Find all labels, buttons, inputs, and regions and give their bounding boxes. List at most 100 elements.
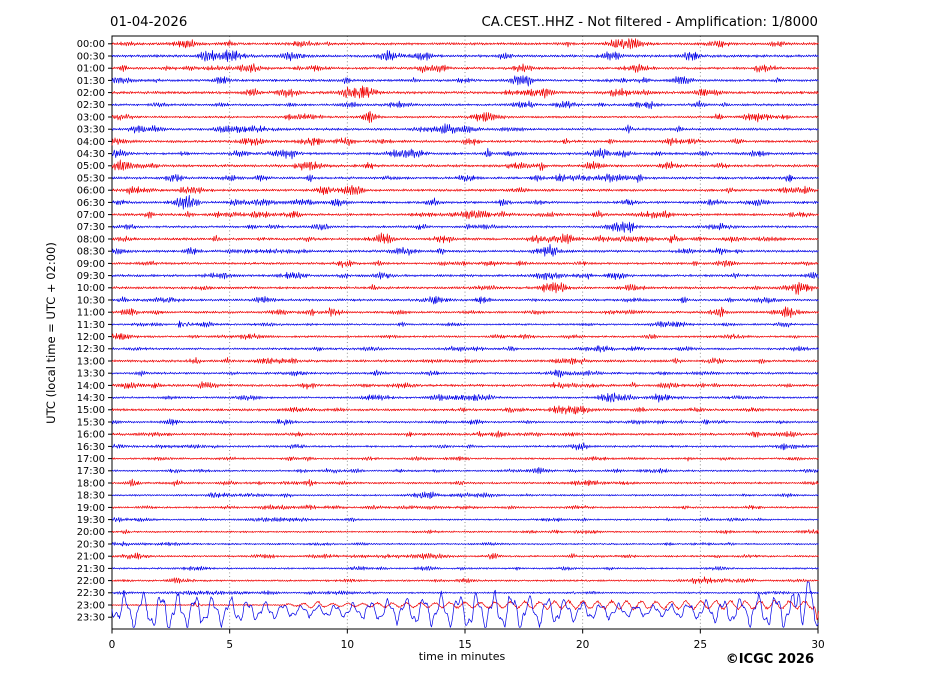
- y-tick-label-10:00: 10:00: [77, 283, 105, 294]
- y-tick-label-07:30: 07:30: [77, 222, 105, 233]
- y-tick-label-20:30: 20:30: [77, 539, 105, 550]
- x-tick-label-15: 15: [458, 639, 471, 651]
- y-tick-label-13:30: 13:30: [77, 369, 105, 380]
- x-tick-label-5: 5: [226, 639, 233, 651]
- trace-01:00: [111, 63, 819, 74]
- trace-03:30: [111, 123, 819, 134]
- trace-18:30: [111, 491, 819, 499]
- trace-13:00: [111, 357, 819, 365]
- trace-22:00: [111, 576, 819, 585]
- trace-11:00: [111, 306, 819, 318]
- trace-02:30: [111, 100, 819, 110]
- y-tick-label-06:00: 06:00: [77, 186, 105, 197]
- y-tick-label-17:00: 17:00: [77, 454, 105, 465]
- x-axis-label: time in minutes: [419, 650, 506, 663]
- y-tick-label-08:00: 08:00: [77, 234, 105, 245]
- trace-05:00: [111, 159, 819, 171]
- trace-16:30: [111, 442, 819, 451]
- y-tick-label-03:00: 03:00: [77, 112, 105, 123]
- y-tick-label-22:00: 22:00: [77, 576, 105, 587]
- trace-17:30: [111, 467, 819, 474]
- y-tick-label-09:00: 09:00: [77, 259, 105, 270]
- x-tick-label-30: 30: [811, 639, 824, 651]
- y-tick-label-05:00: 05:00: [77, 161, 105, 172]
- trace-06:00: [111, 185, 819, 196]
- trace-05:30: [111, 173, 819, 183]
- y-tick-label-18:00: 18:00: [77, 478, 105, 489]
- trace-22:30: [111, 590, 819, 596]
- y-tick-label-00:00: 00:00: [77, 39, 105, 50]
- trace-06:30: [111, 194, 819, 210]
- trace-13:30: [111, 369, 819, 378]
- trace-15:00: [111, 405, 819, 415]
- trace-10:00: [111, 281, 819, 295]
- trace-04:00: [111, 137, 819, 147]
- trace-19:00: [111, 504, 819, 511]
- trace-23:30: [111, 581, 819, 628]
- trace-07:30: [111, 221, 819, 234]
- trace-00:30: [111, 49, 819, 62]
- trace-00:00: [111, 38, 819, 50]
- y-tick-label-19:00: 19:00: [77, 503, 105, 514]
- y-tick-label-07:00: 07:00: [77, 210, 105, 221]
- trace-12:00: [111, 333, 819, 340]
- y-tick-label-13:00: 13:00: [77, 356, 105, 367]
- y-tick-label-18:30: 18:30: [77, 491, 105, 502]
- trace-23:00: [111, 599, 819, 621]
- y-tick-label-08:30: 08:30: [77, 247, 105, 258]
- y-tick-label-11:30: 11:30: [77, 320, 105, 331]
- trace-20:00: [111, 529, 819, 535]
- y-tick-label-01:00: 01:00: [77, 64, 105, 75]
- trace-11:30: [111, 320, 819, 328]
- trace-12:30: [111, 345, 819, 353]
- x-tick-label-10: 10: [341, 639, 354, 651]
- x-tick-label-0: 0: [109, 639, 116, 651]
- trace-08:30: [111, 244, 819, 257]
- trace-21:30: [111, 565, 819, 571]
- y-tick-label-21:30: 21:30: [77, 564, 105, 575]
- y-tick-label-02:00: 02:00: [77, 88, 105, 99]
- y-tick-label-20:00: 20:00: [77, 527, 105, 538]
- y-tick-label-16:00: 16:00: [77, 430, 105, 441]
- trace-14:30: [111, 392, 819, 403]
- trace-04:30: [111, 147, 819, 160]
- y-tick-label-21:00: 21:00: [77, 552, 105, 563]
- y-tick-label-16:30: 16:30: [77, 442, 105, 453]
- y-tick-label-01:30: 01:30: [77, 76, 105, 87]
- date-title: 01-04-2026: [110, 15, 187, 30]
- y-tick-label-17:30: 17:30: [77, 466, 105, 477]
- trace-10:30: [112, 295, 819, 305]
- y-tick-label-14:30: 14:30: [77, 393, 105, 404]
- trace-09:00: [111, 259, 819, 268]
- y-tick-label-11:00: 11:00: [77, 308, 105, 319]
- y-tick-label-15:30: 15:30: [77, 417, 105, 428]
- trace-07:00: [111, 210, 819, 220]
- y-tick-label-06:30: 06:30: [77, 198, 105, 209]
- y-tick-label-03:30: 03:30: [77, 125, 105, 136]
- y-tick-label-22:30: 22:30: [77, 588, 105, 599]
- trace-15:30: [111, 418, 819, 426]
- y-tick-label-12:00: 12:00: [77, 332, 105, 343]
- x-tick-label-20: 20: [576, 639, 589, 651]
- y-tick-label-10:30: 10:30: [77, 295, 105, 306]
- y-tick-label-12:30: 12:30: [77, 344, 105, 355]
- y-axis-label: UTC (local time = UTC + 02:00): [44, 242, 58, 424]
- trace-14:00: [111, 381, 819, 390]
- y-tick-label-02:30: 02:30: [77, 100, 105, 111]
- trace-21:00: [111, 552, 819, 560]
- copyright-credit: ©ICGC 2026: [726, 652, 814, 667]
- y-tick-label-14:00: 14:00: [77, 381, 105, 392]
- station-title: CA.CEST..HHZ - Not filtered - Amplificat…: [481, 15, 818, 30]
- y-tick-label-09:30: 09:30: [77, 271, 105, 282]
- y-tick-label-04:30: 04:30: [77, 149, 105, 160]
- y-tick-label-19:30: 19:30: [77, 515, 105, 526]
- y-tick-label-23:00: 23:00: [77, 600, 105, 611]
- y-tick-label-15:00: 15:00: [77, 405, 105, 416]
- trace-01:30: [111, 75, 819, 87]
- trace-09:30: [111, 271, 819, 281]
- trace-02:00: [111, 85, 819, 99]
- trace-08:00: [111, 232, 819, 245]
